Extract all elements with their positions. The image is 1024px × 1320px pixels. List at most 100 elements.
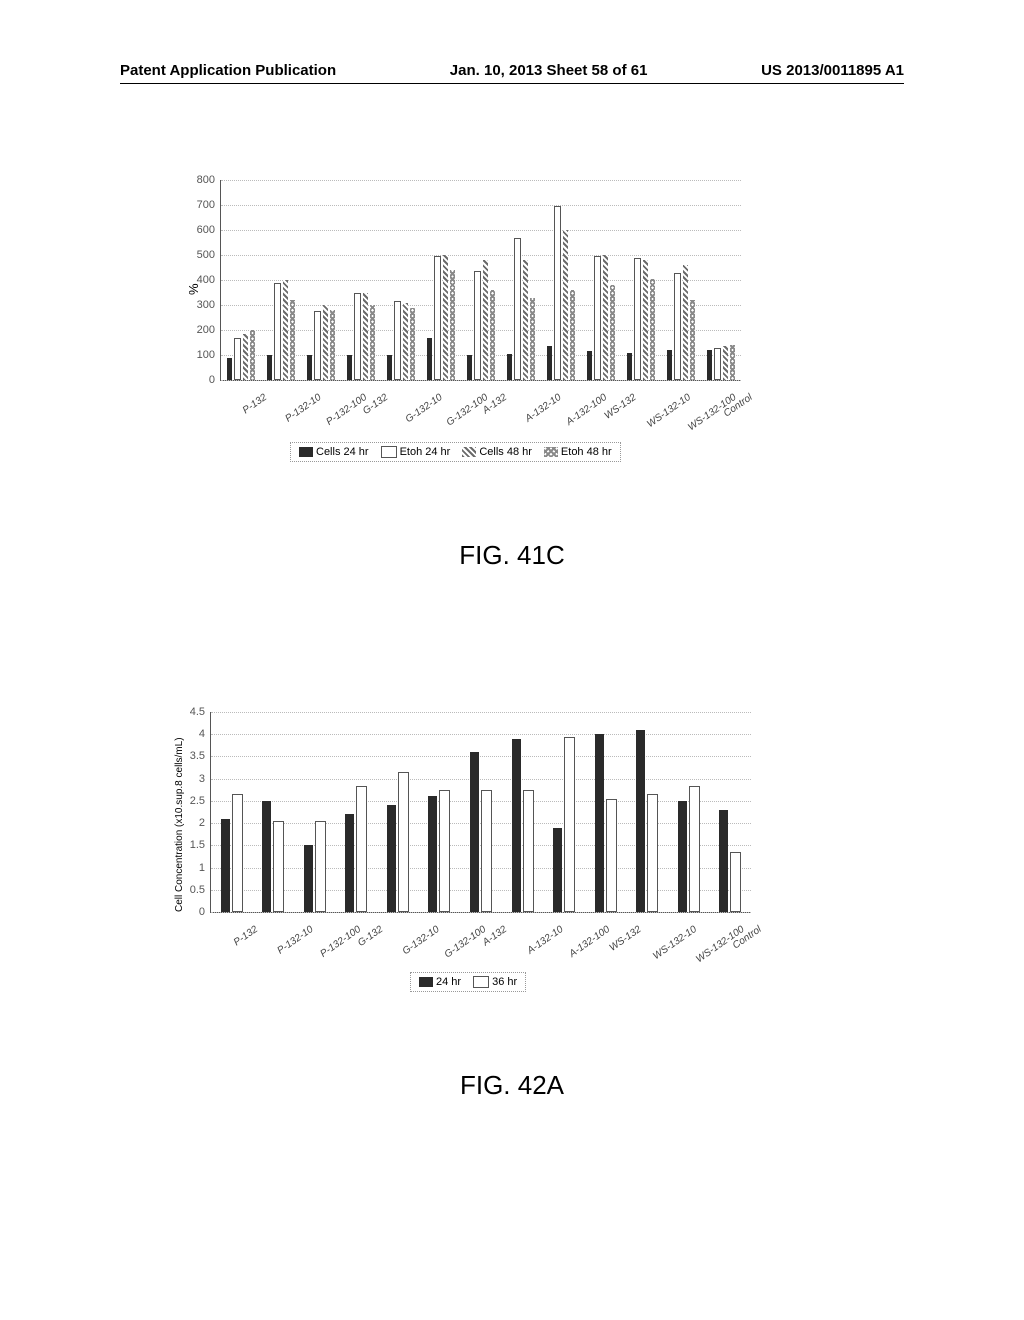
x-tick-label: WS-132 bbox=[607, 924, 643, 954]
bar bbox=[467, 355, 472, 380]
bar bbox=[606, 799, 617, 912]
bar bbox=[283, 280, 288, 380]
bar bbox=[690, 300, 695, 380]
bar bbox=[330, 310, 335, 380]
x-tick-label: A-132-100 bbox=[564, 392, 609, 428]
bar bbox=[547, 346, 552, 380]
bar bbox=[627, 353, 632, 381]
bar bbox=[483, 260, 488, 380]
gridline bbox=[221, 205, 741, 206]
bar-group bbox=[706, 345, 736, 380]
bar bbox=[387, 805, 396, 912]
chart-41c-plot: 0100200300400500600700800 bbox=[220, 180, 741, 381]
bar bbox=[674, 273, 681, 380]
chart-41c-legend: Cells 24 hr Etoh 24 hr Cells 48 hr Etoh 48 … bbox=[290, 442, 621, 462]
bar bbox=[647, 794, 658, 912]
y-tick: 600 bbox=[185, 224, 215, 236]
legend-item: Etoh 48 hr bbox=[544, 446, 612, 458]
bar bbox=[387, 355, 392, 380]
bar-group bbox=[506, 238, 536, 380]
bar bbox=[307, 355, 312, 380]
bar bbox=[356, 786, 367, 912]
legend-swatch bbox=[544, 447, 558, 457]
bar-group bbox=[302, 821, 328, 912]
bar bbox=[347, 355, 352, 380]
bar-group bbox=[676, 786, 702, 912]
y-tick: 1 bbox=[175, 862, 205, 874]
legend-swatch bbox=[462, 447, 476, 457]
bar bbox=[683, 265, 688, 380]
gridline bbox=[211, 912, 751, 913]
x-tick-label: A-132-10 bbox=[523, 392, 563, 425]
bar-group bbox=[717, 810, 743, 912]
x-tick-label: G-132-10 bbox=[401, 924, 442, 957]
header-center: Jan. 10, 2013 Sheet 58 of 61 bbox=[450, 62, 648, 79]
bar-group bbox=[426, 255, 456, 380]
legend-item: Cells 48 hr bbox=[462, 446, 532, 458]
bar bbox=[643, 260, 648, 380]
bar bbox=[594, 256, 601, 381]
gridline bbox=[221, 380, 741, 381]
legend-label: Etoh 24 hr bbox=[400, 446, 451, 458]
bar bbox=[667, 350, 672, 380]
y-tick: 100 bbox=[185, 349, 215, 361]
legend-label: Cells 24 hr bbox=[316, 446, 369, 458]
bar bbox=[563, 230, 568, 380]
bar-group bbox=[468, 752, 494, 912]
y-tick: 0 bbox=[185, 374, 215, 386]
bar-group bbox=[343, 786, 369, 912]
x-tick-label: G-132-100 bbox=[443, 924, 488, 960]
bar bbox=[443, 255, 448, 380]
x-tick-label: P-132-10 bbox=[276, 924, 316, 957]
gridline bbox=[221, 230, 741, 231]
x-tick-label: P-132-10 bbox=[283, 392, 323, 425]
y-tick: 2.5 bbox=[175, 795, 205, 807]
bar-group bbox=[306, 305, 336, 380]
x-tick-label: P-132 bbox=[241, 392, 269, 416]
bar-group bbox=[346, 293, 376, 381]
bar bbox=[474, 271, 481, 381]
bar bbox=[634, 258, 641, 380]
bar-group bbox=[260, 801, 286, 912]
bar-group bbox=[466, 260, 496, 380]
chart-42a: Cell Concentration (x10.sup.8 cells/mL) … bbox=[180, 712, 780, 982]
bar bbox=[603, 255, 608, 380]
bar bbox=[636, 730, 645, 912]
bar-group bbox=[551, 737, 577, 912]
bar bbox=[274, 283, 281, 380]
bar bbox=[730, 852, 741, 912]
bar bbox=[514, 238, 521, 380]
legend-label: Etoh 48 hr bbox=[561, 446, 612, 458]
y-tick: 2 bbox=[175, 817, 205, 829]
bar bbox=[267, 355, 272, 380]
bar-group bbox=[593, 734, 619, 912]
bar bbox=[403, 303, 408, 381]
y-tick: 0 bbox=[175, 906, 205, 918]
bar bbox=[234, 338, 241, 380]
bar bbox=[507, 354, 512, 380]
bar-group bbox=[266, 280, 296, 380]
bar bbox=[227, 358, 232, 381]
bar bbox=[221, 819, 230, 912]
gridline bbox=[211, 712, 751, 713]
bar bbox=[398, 772, 409, 912]
bar bbox=[370, 305, 375, 380]
bar bbox=[427, 338, 432, 381]
y-tick: 400 bbox=[185, 274, 215, 286]
y-tick: 3 bbox=[175, 773, 205, 785]
legend-label: 36 hr bbox=[492, 976, 517, 988]
bar bbox=[554, 206, 561, 381]
bar-group bbox=[546, 206, 576, 381]
x-tick-label: A-132-100 bbox=[568, 924, 613, 960]
bar bbox=[481, 790, 492, 912]
bar bbox=[250, 330, 255, 380]
gridline bbox=[211, 734, 751, 735]
bar bbox=[304, 845, 313, 912]
bar bbox=[450, 270, 455, 380]
x-tick-label: P-132-100 bbox=[318, 924, 363, 960]
legend-swatch bbox=[419, 977, 433, 987]
bar bbox=[587, 351, 592, 380]
bar bbox=[610, 285, 615, 380]
bar bbox=[530, 298, 535, 381]
legend-item: 24 hr bbox=[419, 976, 461, 988]
